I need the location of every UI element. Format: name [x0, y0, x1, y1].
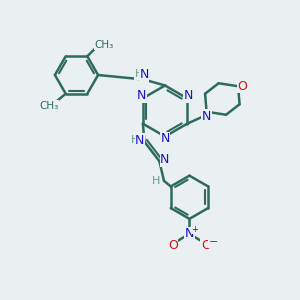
Text: H: H — [152, 176, 160, 186]
Text: H: H — [134, 69, 143, 80]
Text: N: N — [160, 153, 170, 166]
Text: N: N — [137, 89, 146, 102]
Text: N: N — [185, 227, 194, 240]
Text: O: O — [168, 239, 178, 252]
Text: N: N — [139, 68, 149, 81]
Text: H: H — [130, 135, 139, 145]
Text: +: + — [191, 225, 198, 234]
Text: CH₃: CH₃ — [94, 40, 113, 50]
Text: N: N — [135, 134, 145, 147]
Text: N: N — [160, 132, 170, 146]
Text: O: O — [238, 80, 248, 93]
Text: N: N — [202, 110, 211, 123]
Text: O: O — [201, 239, 211, 252]
Text: −: − — [209, 237, 218, 247]
Text: N: N — [202, 110, 211, 123]
Text: CH₃: CH₃ — [40, 101, 59, 111]
Text: N: N — [184, 89, 193, 102]
